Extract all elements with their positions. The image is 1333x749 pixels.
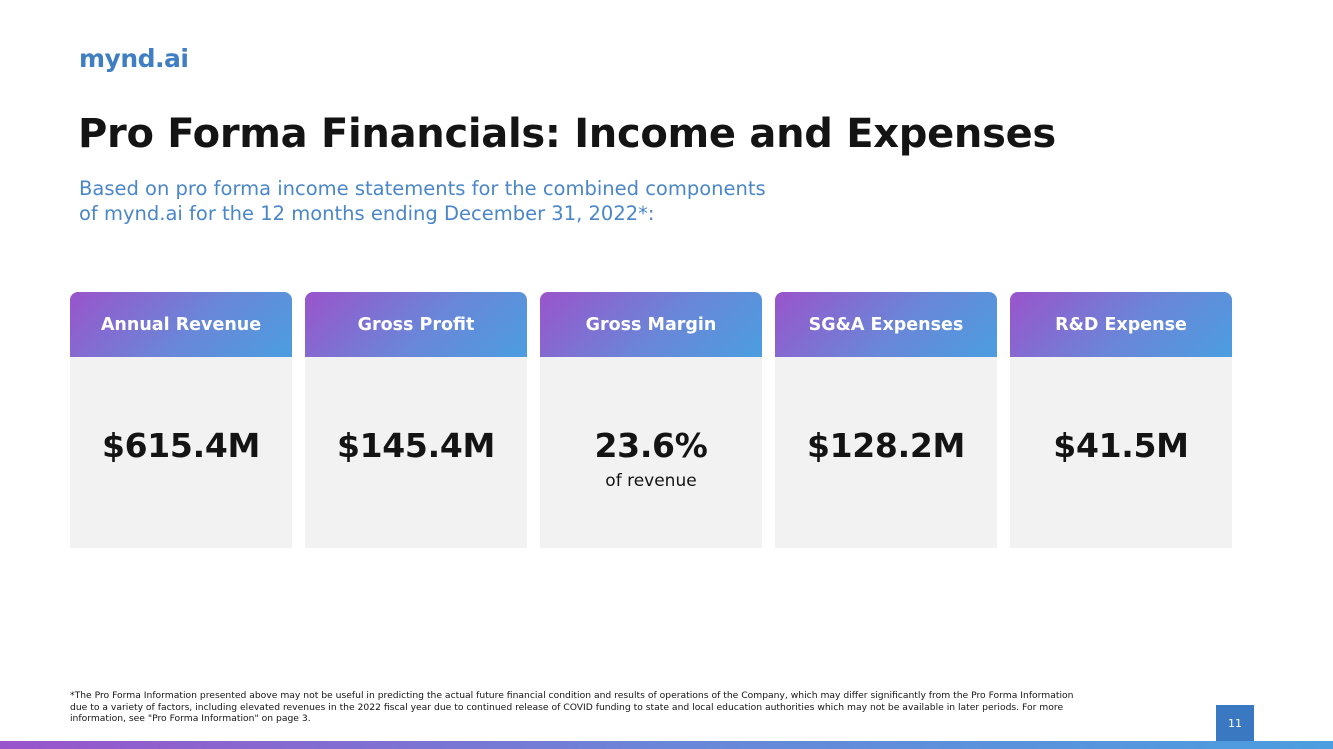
footnote: *The Pro Forma Information presented abo… [70,690,1170,725]
page-subtitle: Based on pro forma income statements for… [79,176,839,226]
card-value: $615.4M [101,426,261,465]
card-label: Gross Profit [305,292,527,357]
footnote-line: *The Pro Forma Information presented abo… [70,690,1074,701]
card-label: R&D Expense [1010,292,1232,357]
card-gross-profit: Gross Profit $145.4M [305,292,527,548]
metric-cards: Annual Revenue $615.4M Gross Profit $145… [70,292,1232,548]
card-gross-margin: Gross Margin 23.6% of revenue [540,292,762,548]
card-label: Annual Revenue [70,292,292,357]
bottom-gradient-bar [0,741,1333,749]
page-title: Pro Forma Financials: Income and Expense… [78,111,1056,157]
subtitle-line: of mynd.ai for the 12 months ending Dece… [79,202,655,225]
footnote-line: information, see "Pro Forma Information"… [70,713,311,724]
card-note: of revenue [605,471,697,491]
card-value: 23.6% [594,426,708,465]
page-number: 11 [1216,705,1254,741]
subtitle-line: Based on pro forma income statements for… [79,177,766,200]
card-body: $615.4M [70,357,292,548]
card-sga-expenses: SG&A Expenses $128.2M [775,292,997,548]
card-body: $41.5M [1010,357,1232,548]
card-value: $41.5M [1053,426,1189,465]
card-body: 23.6% of revenue [540,357,762,548]
company-logo: mynd.ai [79,44,189,73]
card-label: Gross Margin [540,292,762,357]
footnote-line: due to a variety of factors, including e… [70,701,1064,713]
card-annual-revenue: Annual Revenue $615.4M [70,292,292,548]
card-body: $128.2M [775,357,997,548]
card-value: $145.4M [336,426,496,465]
card-rd-expense: R&D Expense $41.5M [1010,292,1232,548]
card-value: $128.2M [806,426,966,465]
card-label: SG&A Expenses [775,292,997,357]
card-body: $145.4M [305,357,527,548]
